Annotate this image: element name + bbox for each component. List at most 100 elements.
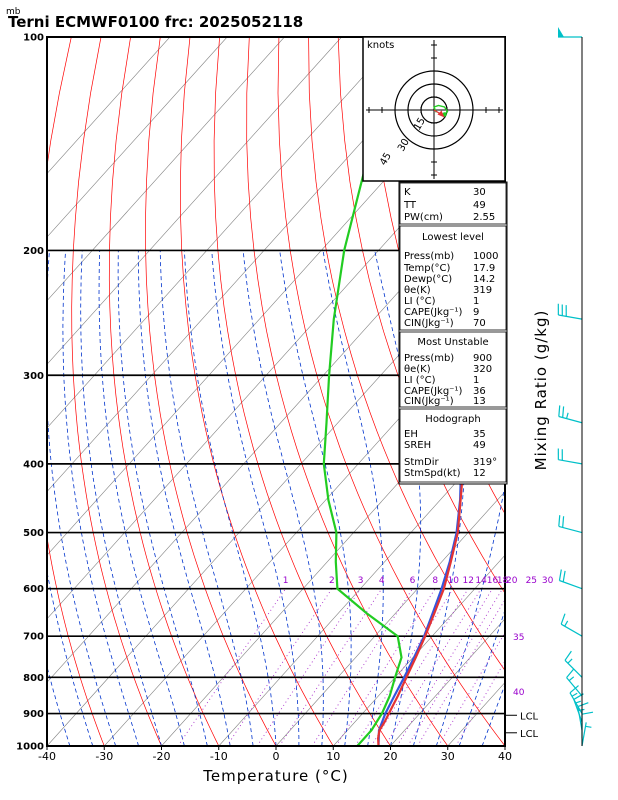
stmdir-label: StmDir (404, 457, 439, 468)
k-index-label: K (404, 187, 411, 198)
storm-motion-arrowhead (437, 110, 445, 118)
sreh-value: 49 (473, 440, 486, 451)
mixing-ratio-label: 16 (487, 576, 499, 586)
mixing-ratio-line (455, 660, 505, 746)
dry-adiabat-line (213, 37, 391, 746)
temperature-tick-label: -30 (95, 750, 113, 763)
mixing-ratio-label: 25 (526, 576, 537, 586)
mu-li-label: LI (°C) (404, 375, 436, 386)
most-unstable-header: Most Unstable (417, 337, 488, 348)
eh-label: EH (404, 429, 418, 440)
pressure-tick-label: 400 (23, 459, 44, 470)
lowest-cape-label: CAPE(Jkg⁻¹) (404, 307, 462, 318)
mixing-ratio-label: 3 (358, 576, 364, 586)
lowest-li-value: 1 (473, 296, 479, 307)
y-axis-title: Mixing Ratio (g/kg) (532, 310, 550, 471)
mixing-ratio-label: 12 (462, 576, 473, 586)
unit-label: mb (6, 7, 21, 17)
mixing-ratio-label: 8 (432, 576, 438, 586)
mu-cin-value: 13 (473, 396, 486, 407)
dry-adiabat-line (180, 37, 334, 746)
isotherm-line (47, 37, 400, 429)
isotherm-line (47, 173, 505, 683)
lowest-dewp-label: Dewp(°C) (404, 274, 452, 285)
temperature-tick-label: 0 (273, 750, 280, 763)
pressure-tick-label: 200 (23, 246, 44, 257)
lowest-li-label: LI (°C) (404, 296, 436, 307)
hodograph: knots 15 30 45 (362, 36, 506, 182)
pw-value: 2.55 (473, 212, 495, 223)
mixing-ratio-label: 2 (329, 576, 335, 586)
mixing-ratio-line (417, 598, 505, 746)
pw-label: PW(cm) (404, 212, 443, 223)
isotherm-line (390, 618, 505, 746)
sreh-label: SREH (404, 440, 431, 451)
mu-thetae-value: 320 (473, 364, 492, 375)
wind-barb (557, 303, 583, 320)
indices-panel: K 30 TT 49 PW(cm) 2.55 Lowest level Pres… (398, 181, 508, 485)
lcl-label: LCL (520, 729, 539, 740)
mu-cin-label: CIN(Jkg⁻¹) (404, 396, 454, 407)
temperature-tick-label: 10 (326, 750, 340, 763)
lowest-thetae-value: 319 (473, 285, 492, 296)
mu-press-label: Press(mb) (404, 353, 454, 364)
isotherm-line (47, 236, 505, 746)
mu-press-value: 900 (473, 353, 492, 364)
wind-barb (558, 569, 583, 590)
wind-barb (581, 722, 592, 747)
wind-barb (577, 702, 589, 731)
stmspd-label: StmSpd(kt) (404, 468, 461, 479)
lowest-level-header: Lowest level (422, 232, 484, 243)
hodograph-trace (433, 104, 449, 115)
mu-thetae-label: θe(K) (404, 364, 431, 375)
pressure-tick-label: 300 (23, 371, 44, 382)
mixing-ratio-line (438, 631, 505, 746)
pressure-tick-label: 700 (23, 632, 44, 643)
dry-adiabat-line (337, 37, 505, 594)
mixing-ratio-label: 20 (506, 576, 518, 586)
mixing-ratio-label: 6 (410, 576, 416, 586)
temperature-tick-label: -40 (38, 750, 56, 763)
k-index-value: 30 (473, 187, 486, 198)
right-label-35: 35 (513, 633, 524, 643)
dry-adiabat-line (145, 37, 277, 746)
mixing-ratio-label: 4 (379, 576, 385, 586)
moist-adiabat-line (322, 250, 384, 746)
moist-adiabat-line (374, 250, 422, 746)
pressure-tick-label: 100 (23, 33, 44, 44)
lowest-dewp-value: 14.2 (473, 274, 495, 285)
temperature-tick-label: -10 (210, 750, 228, 763)
isotherm-line (47, 37, 457, 493)
mixing-ratio-label: 10 (447, 576, 459, 586)
isotherm-line (47, 37, 171, 174)
mixing-ratio-line (279, 588, 383, 746)
lowest-cape-value: 9 (473, 307, 479, 318)
pressure-tick-label: 600 (23, 584, 44, 595)
stmspd-value: 12 (473, 468, 486, 479)
wind-barb (566, 668, 583, 697)
isotherm-line (47, 37, 285, 302)
right-label-40: 40 (513, 688, 525, 698)
isotherm-line (333, 554, 505, 746)
hodograph-units: knots (367, 40, 394, 51)
mu-cape-label: CAPE(Jkg⁻¹) (404, 386, 462, 397)
wind-barb (558, 27, 582, 38)
lowest-temp-value: 17.9 (473, 263, 495, 274)
isotherm-line (47, 37, 342, 365)
wind-barb (557, 448, 583, 465)
lowest-thetae-label: θe(K) (404, 285, 431, 296)
moist-adiabat-line (184, 250, 277, 746)
tt-index-value: 49 (473, 200, 486, 211)
temperature-tick-label: 30 (441, 750, 455, 763)
moist-adiabat-line (211, 250, 300, 746)
lowest-press-label: Press(mb) (404, 251, 454, 262)
pressure-tick-label: 900 (23, 709, 44, 720)
dry-adiabat-line (246, 37, 449, 746)
dry-adiabat-line (71, 37, 162, 746)
pressure-tick-label: 500 (23, 528, 44, 539)
lowest-cin-value: 70 (473, 318, 486, 329)
dry-adiabat-line (308, 37, 505, 672)
